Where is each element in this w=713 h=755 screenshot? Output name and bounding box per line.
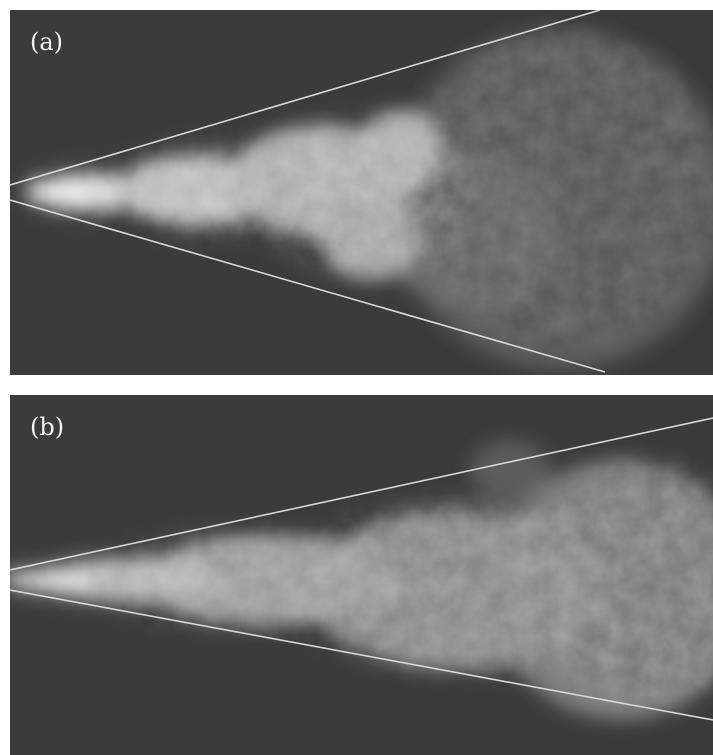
panel-label: (a) (30, 28, 63, 56)
panel-label: (b) (30, 413, 64, 441)
panel-b: (b) (5, 395, 713, 755)
figure: (a) (b) (0, 0, 713, 755)
page: (a) (b) (() => { const data = JSON.parse… (0, 0, 713, 755)
smoke-texture (10, 10, 713, 375)
panel-a: (a) (10, 10, 713, 375)
